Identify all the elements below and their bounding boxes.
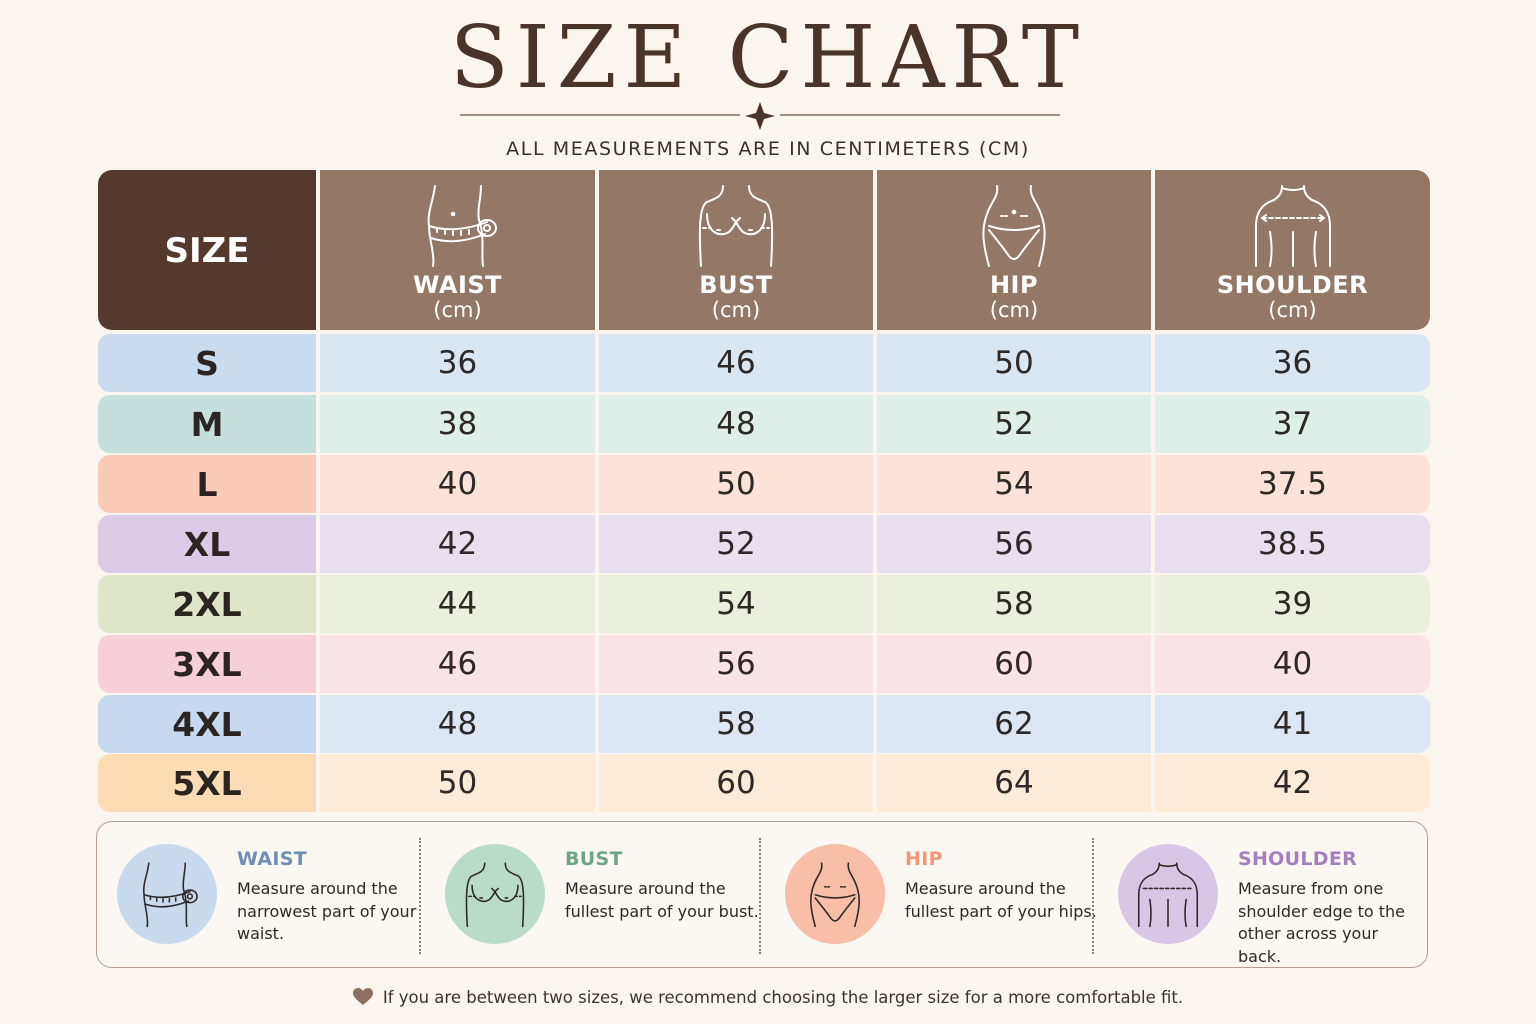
bust-icon [698,185,774,267]
waist-tape-icon [142,862,198,928]
table-row: 3XL 46 56 60 40 [98,635,1430,693]
measurement-cell: 40 [320,455,595,513]
measurement-cell: 60 [877,635,1151,693]
size-label: XL [98,515,316,573]
size-label: M [98,395,316,453]
size-label: S [98,334,316,392]
measurement-cell: 41 [1155,695,1430,753]
measurement-cell: 56 [599,635,873,693]
measurement-cell: 54 [599,575,873,633]
measurement-cell: 56 [877,515,1151,573]
column-header-bust: BUST (cm) [599,170,873,330]
bust-icon [465,862,525,928]
table-row: XL 42 52 56 38.5 [98,515,1430,573]
column-name: HIP [989,271,1039,299]
measurement-cell: 50 [877,334,1151,392]
guide-title: HIP [905,848,943,870]
heart-icon [352,988,373,1005]
measurement-cell: 38.5 [1155,515,1430,573]
guide-text: Measure from one shoulder edge to the ot… [1238,879,1406,966]
column-name: BUST [699,271,773,299]
column-unit: (cm) [989,298,1039,322]
guide-icon-circle [445,844,545,944]
column-header-hip: HIP (cm) [877,170,1151,330]
size-label: 3XL [98,635,316,693]
measurement-cell: 37 [1155,395,1430,453]
measurement-cell: 64 [877,754,1151,812]
guide-item-waist: WAIST Measure around the narrowest part … [97,822,419,969]
guide-text: Measure around the narrowest part of you… [237,879,417,943]
size-label: L [98,455,316,513]
hip-icon [810,862,860,928]
fit-recommendation-note: If you are between two sizes, we recomme… [0,988,1536,1007]
measurement-cell: 48 [599,395,873,453]
guide-title: SHOULDER [1238,848,1358,870]
guide-text: Measure around the fullest part of your … [905,879,1097,921]
footer-text: If you are between two sizes, we recomme… [382,988,1184,1007]
waist-tape-icon [427,185,497,267]
size-label: 4XL [98,695,316,753]
measurement-cell: 58 [599,695,873,753]
measurement-cell: 40 [1155,635,1430,693]
measurement-cell: 60 [599,754,873,812]
guide-icon-circle [117,844,217,944]
guide-icon-circle [785,844,885,944]
guide-divider [759,838,761,954]
units-subtitle: ALL MEASUREMENTS ARE IN CENTIMETERS (CM) [506,138,1030,160]
guide-text: Measure around the fullest part of your … [565,879,759,921]
column-header-shoulder: SHOULDER (cm) [1155,170,1430,330]
size-label: 5XL [98,754,316,812]
column-unit: (cm) [1268,298,1317,322]
measurement-cell: 46 [599,334,873,392]
table-row: 5XL 50 60 64 42 [98,754,1430,812]
measurement-cell: 42 [320,515,595,573]
column-name: WAIST [412,271,503,299]
guide-divider [1092,838,1094,954]
measurement-cell: 62 [877,695,1151,753]
measurement-cell: 38 [320,395,595,453]
page-title: SIZE CHART [449,8,1087,108]
hip-icon [982,185,1046,267]
measurement-cell: 44 [320,575,595,633]
measurement-cell: 42 [1155,754,1430,812]
measurement-cell: 46 [320,635,595,693]
table-row: 4XL 48 58 62 41 [98,695,1430,753]
measurement-cell: 37.5 [1155,455,1430,513]
shoulder-icon [1254,185,1331,267]
measurement-cell: 58 [877,575,1151,633]
guide-icon-circle [1118,844,1218,944]
guide-item-bust: BUST Measure around the fullest part of … [425,822,759,969]
table-header-row: SIZE WAIST (cm) BUST (c [98,170,1430,330]
column-name: SHOULDER [1216,271,1369,299]
column-unit: (cm) [711,298,761,322]
guide-item-shoulder: SHOULDER Measure from one shoulder edge … [1098,822,1427,969]
measurement-cell: 54 [877,455,1151,513]
measurement-cell: 36 [320,334,595,392]
measurement-guide: WAIST Measure around the narrowest part … [96,821,1428,968]
measurement-cell: 52 [599,515,873,573]
guide-title: BUST [565,848,623,870]
guide-item-hip: HIP Measure around the fullest part of y… [765,822,1097,969]
measurement-cell: 36 [1155,334,1430,392]
size-column-header: SIZE [98,170,316,330]
table-row: S 36 46 50 36 [98,334,1430,392]
measurement-cell: 39 [1155,575,1430,633]
title-divider-ornament [460,102,1060,130]
column-header-waist: WAIST (cm) [320,170,595,330]
table-row: M 38 48 52 37 [98,395,1430,453]
table-row: L 40 50 54 37.5 [98,455,1430,513]
measurement-cell: 52 [877,395,1151,453]
measurement-cell: 48 [320,695,595,753]
measurement-cell: 50 [320,754,595,812]
column-unit: (cm) [433,298,482,322]
table-row: 2XL 44 54 58 39 [98,575,1430,633]
guide-divider [419,838,421,954]
shoulder-icon [1137,862,1199,928]
measurement-cell: 50 [599,455,873,513]
guide-title: WAIST [237,848,308,870]
size-label: 2XL [98,575,316,633]
